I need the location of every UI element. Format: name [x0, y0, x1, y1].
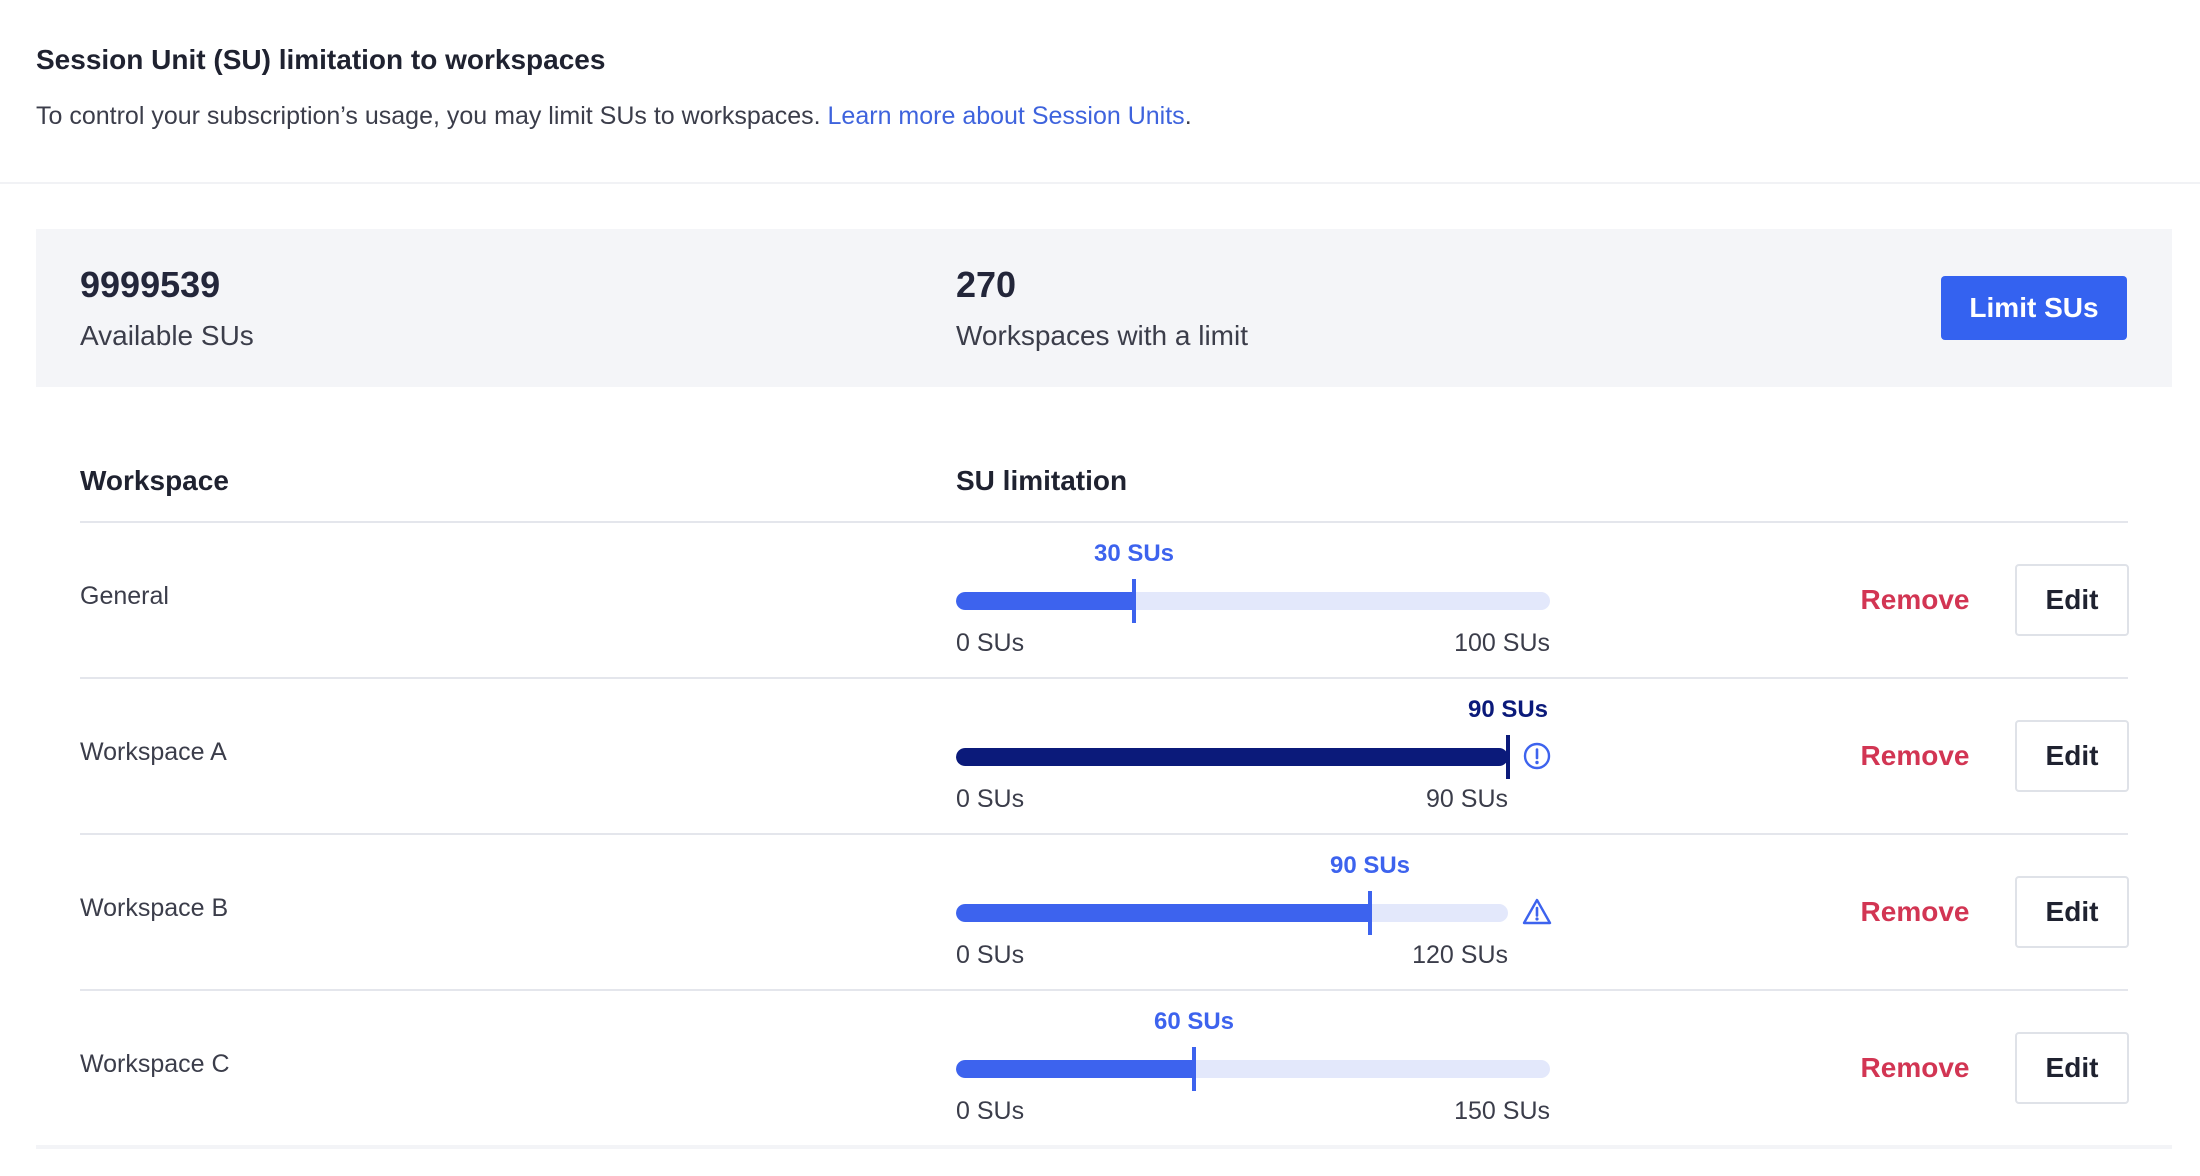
su-value-label: 30 SUs	[1093, 540, 1175, 567]
su-min-label: 0 SUs	[956, 941, 1025, 969]
su-max-label: 90 SUs	[1426, 785, 1508, 813]
su-limit-track	[956, 748, 1508, 766]
limit-sus-button[interactable]: Limit SUs	[1941, 276, 2127, 340]
su-limit-marker[interactable]	[1368, 891, 1372, 935]
su-limit-fill	[956, 748, 1508, 766]
su-limit-marker[interactable]	[1506, 735, 1510, 779]
workspaces-limit-label: Workspaces with a limit	[956, 320, 1249, 351]
row-divider	[80, 677, 2128, 679]
su-limit-fill	[956, 904, 1370, 922]
edit-button[interactable]: Edit	[2015, 1032, 2129, 1104]
page-description: To control your subscription’s usage, yo…	[36, 102, 1192, 131]
workspace-name: Workspace A	[80, 738, 227, 766]
remove-button[interactable]: Remove	[1840, 888, 1990, 936]
su-limit-track	[956, 904, 1508, 922]
remove-button[interactable]: Remove	[1840, 576, 1990, 624]
row-divider	[80, 833, 2128, 835]
edit-button[interactable]: Edit	[2015, 720, 2129, 792]
su-value-label: 60 SUs	[1153, 1008, 1235, 1035]
column-header-workspace: Workspace	[80, 465, 229, 496]
remove-button[interactable]: Remove	[1840, 732, 1990, 780]
su-limit-fill	[956, 592, 1134, 610]
description-suffix: .	[1184, 102, 1192, 130]
su-limit-marker[interactable]	[1132, 579, 1136, 623]
su-min-label: 0 SUs	[956, 1097, 1025, 1125]
su-limit-track	[956, 1060, 1550, 1078]
workspace-name: Workspace B	[80, 894, 229, 922]
row-divider	[80, 989, 2128, 991]
summary-panel	[36, 229, 2172, 387]
su-min-label: 0 SUs	[956, 785, 1025, 813]
remove-button[interactable]: Remove	[1840, 1044, 1990, 1092]
edit-button[interactable]: Edit	[2015, 876, 2129, 948]
column-header-su-limitation: SU limitation	[956, 465, 1128, 496]
su-limit-fill	[956, 1060, 1194, 1078]
available-sus-value: 9999539	[80, 264, 221, 305]
su-max-label: 150 SUs	[1454, 1097, 1550, 1125]
workspace-name: Workspace C	[80, 1050, 230, 1078]
info-circle-icon	[1523, 742, 1551, 770]
description-text: To control your subscription’s usage, yo…	[36, 102, 828, 130]
panel-bottom-edge	[36, 1145, 2172, 1149]
su-min-label: 0 SUs	[956, 629, 1025, 657]
learn-more-link[interactable]: Learn more about Session Units	[827, 102, 1185, 130]
su-value-label: 90 SUs	[1467, 696, 1549, 723]
workspaces-limit-value: 270	[956, 264, 1017, 305]
header-divider	[0, 182, 2200, 184]
su-value-label: 90 SUs	[1329, 852, 1411, 879]
su-limit-marker[interactable]	[1192, 1047, 1196, 1091]
header-divider-line	[80, 521, 2128, 523]
page-title: Session Unit (SU) limitation to workspac…	[36, 44, 606, 75]
workspace-name: General	[80, 582, 169, 610]
su-max-label: 120 SUs	[1412, 941, 1508, 969]
available-sus-label: Available SUs	[80, 320, 254, 351]
su-limit-track	[956, 592, 1550, 610]
warning-triangle-icon	[1522, 898, 1552, 925]
edit-button[interactable]: Edit	[2015, 564, 2129, 636]
su-max-label: 100 SUs	[1454, 629, 1550, 657]
